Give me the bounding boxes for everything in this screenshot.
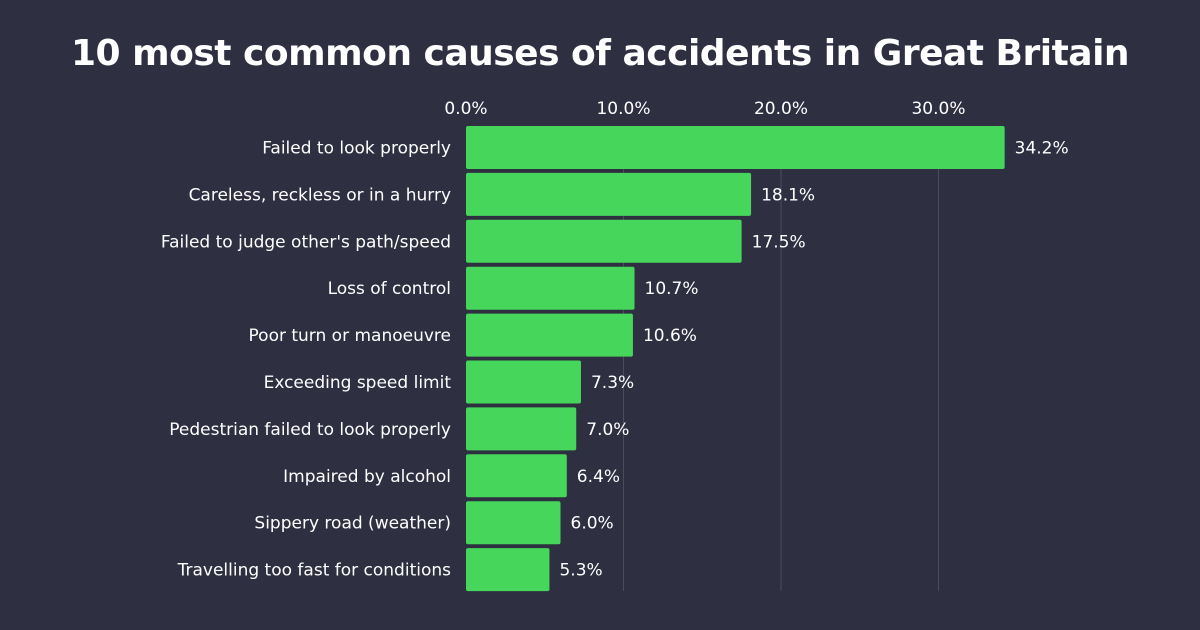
value-label: 6.4% [577,467,620,487]
bar [466,360,581,404]
bar [466,313,633,357]
category-label: Failed to judge other's path/speed [161,232,451,252]
value-label: 7.3% [591,373,634,393]
category-label: Travelling too fast for conditions [177,561,452,581]
category-label: Pedestrian failed to look properly [169,420,451,440]
bar [466,126,1005,169]
value-label: 17.5% [752,232,806,252]
x-tick-label: 30.0% [911,99,965,119]
chart-title: 10 most common causes of accidents in Gr… [70,33,1130,74]
bar [466,172,752,216]
bar [466,454,567,498]
category-label: Loss of control [328,279,451,299]
value-label: 10.7% [645,279,699,299]
value-label: 34.2% [1015,139,1069,159]
bar [466,501,561,545]
category-label: Impaired by alcohol [283,467,451,487]
category-label: Careless, reckless or in a hurry [189,185,451,205]
category-label: Failed to look properly [262,139,451,159]
bar [466,266,635,310]
category-label: Poor turn or manoeuvre [249,326,451,346]
category-label: Sippery road (weather) [254,514,451,534]
x-tick-label: 0.0% [444,99,487,119]
category-label: Exceeding speed limit [264,373,452,393]
value-label: 10.6% [643,326,697,346]
x-tick-label: 10.0% [596,99,650,119]
value-label: 7.0% [586,420,629,440]
bar [466,407,577,451]
bar [466,548,550,592]
value-label: 5.3% [559,561,602,581]
value-label: 18.1% [761,185,815,205]
value-label: 6.0% [571,514,614,534]
x-tick-label: 20.0% [754,99,808,119]
bar [466,219,742,263]
